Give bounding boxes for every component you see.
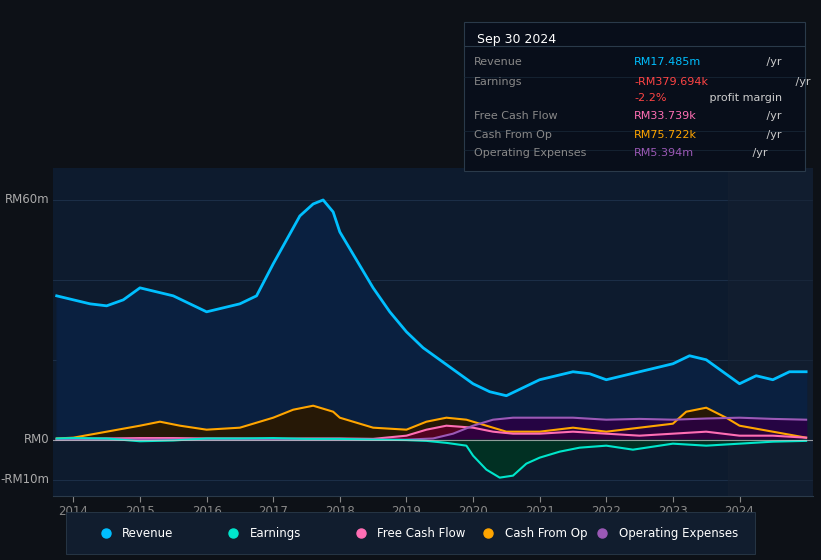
FancyBboxPatch shape bbox=[464, 22, 805, 171]
Text: /yr: /yr bbox=[791, 77, 810, 87]
Text: RM75.722k: RM75.722k bbox=[635, 130, 697, 140]
Text: Free Cash Flow: Free Cash Flow bbox=[378, 527, 466, 540]
Text: RM33.739k: RM33.739k bbox=[635, 111, 697, 121]
Text: Sep 30 2024: Sep 30 2024 bbox=[478, 33, 557, 46]
Text: Earnings: Earnings bbox=[250, 527, 301, 540]
Text: Revenue: Revenue bbox=[122, 527, 173, 540]
FancyBboxPatch shape bbox=[66, 512, 755, 554]
Text: /yr: /yr bbox=[763, 58, 782, 67]
Text: Earnings: Earnings bbox=[474, 77, 523, 87]
Text: Operating Expenses: Operating Expenses bbox=[619, 527, 738, 540]
Text: -RM10m: -RM10m bbox=[1, 473, 49, 486]
Text: Operating Expenses: Operating Expenses bbox=[474, 148, 586, 158]
Text: /yr: /yr bbox=[749, 148, 767, 158]
Text: Revenue: Revenue bbox=[474, 58, 523, 67]
Text: Cash From Op: Cash From Op bbox=[505, 527, 588, 540]
Text: /yr: /yr bbox=[763, 111, 782, 121]
Text: Free Cash Flow: Free Cash Flow bbox=[474, 111, 557, 121]
Bar bbox=[728, 168, 813, 496]
Text: /yr: /yr bbox=[763, 130, 782, 140]
Text: -RM379.694k: -RM379.694k bbox=[635, 77, 709, 87]
Text: RM17.485m: RM17.485m bbox=[635, 58, 701, 67]
Text: profit margin: profit margin bbox=[706, 93, 782, 103]
Text: RM5.394m: RM5.394m bbox=[635, 148, 695, 158]
Text: RM0: RM0 bbox=[24, 433, 49, 446]
Text: Cash From Op: Cash From Op bbox=[474, 130, 552, 140]
Text: RM60m: RM60m bbox=[5, 193, 49, 207]
Text: -2.2%: -2.2% bbox=[635, 93, 667, 103]
